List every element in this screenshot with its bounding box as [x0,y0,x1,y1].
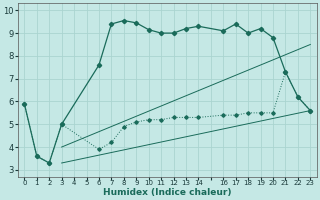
X-axis label: Humidex (Indice chaleur): Humidex (Indice chaleur) [103,188,232,197]
